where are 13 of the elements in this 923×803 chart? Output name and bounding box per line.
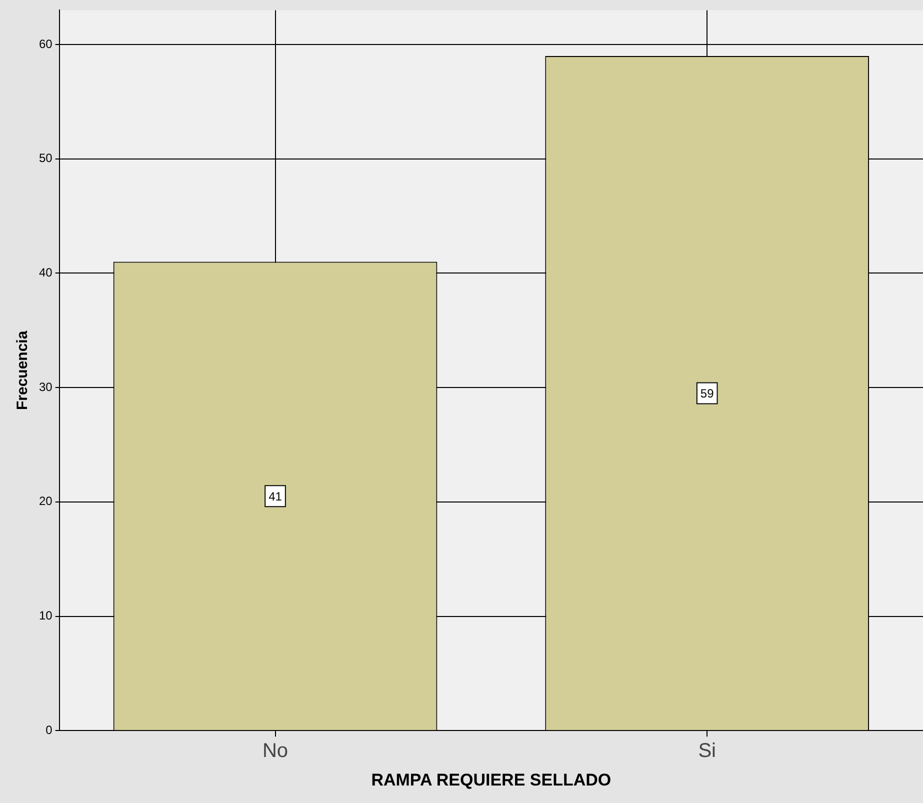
x-tick-label: No [262, 740, 288, 762]
y-tick-label: 40 [38, 266, 53, 280]
x-tick-label: Si [698, 740, 716, 762]
y-tick-label: 20 [38, 494, 53, 508]
y-tick-label: 60 [38, 36, 53, 51]
y-tick-label: 0 [46, 722, 53, 737]
y-tick-label: 30 [38, 380, 53, 394]
y-tick-label: 10 [38, 608, 53, 623]
y-axis-title: Frecuencia [14, 330, 32, 410]
data-label: 59 [700, 386, 714, 401]
y-tick-label: 50 [38, 151, 53, 166]
data-label: 41 [268, 489, 282, 504]
x-axis-title: RAMPA REQUIERE SELLADO [371, 770, 612, 790]
